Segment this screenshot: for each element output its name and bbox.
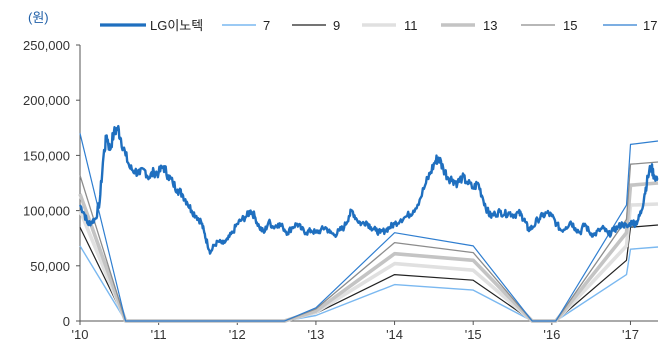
legend-label-11: 11	[404, 18, 418, 33]
x-tick-label: '12	[229, 327, 246, 340]
legend-label-9: 9	[333, 18, 340, 33]
band-lines	[78, 133, 659, 323]
y-unit-label: (원)	[28, 10, 49, 25]
legend-label-15: 15	[563, 18, 577, 33]
band-line-17	[79, 133, 659, 322]
y-tick-label: 200,000	[23, 93, 70, 108]
x-tick-label: '10	[72, 327, 89, 340]
x-tick-label: '16	[543, 327, 560, 340]
band-line-15	[79, 161, 659, 322]
stock-price-line	[78, 124, 659, 255]
y-tick-label: 150,000	[23, 148, 70, 163]
y-tick-label: 250,000	[23, 38, 70, 53]
y-axis: 0 50,000 100,000 150,000 200,000 250,000	[23, 38, 81, 329]
x-tick-label: '17	[622, 327, 639, 340]
y-tick-label: 0	[63, 314, 70, 329]
x-tick-label: '14	[386, 327, 403, 340]
legend-label-17: 17	[643, 18, 657, 33]
legend-label-7: 7	[263, 18, 270, 33]
x-axis: '10 '11 '12 '13 '14 '15 '16 '17	[72, 320, 658, 340]
x-tick-label: '11	[151, 327, 167, 340]
legend: LG이노텍 7 9 11 13 15 17	[100, 18, 657, 33]
stock-line-group	[78, 124, 659, 255]
x-tick-label: '13	[307, 327, 324, 340]
y-tick-label: 50,000	[30, 259, 70, 274]
legend-label-LG이노텍: LG이노텍	[150, 18, 203, 33]
x-tick-label: '15	[465, 327, 482, 340]
band-line-13	[78, 181, 659, 323]
y-tick-label: 100,000	[23, 204, 70, 219]
legend-label-13: 13	[483, 18, 497, 33]
